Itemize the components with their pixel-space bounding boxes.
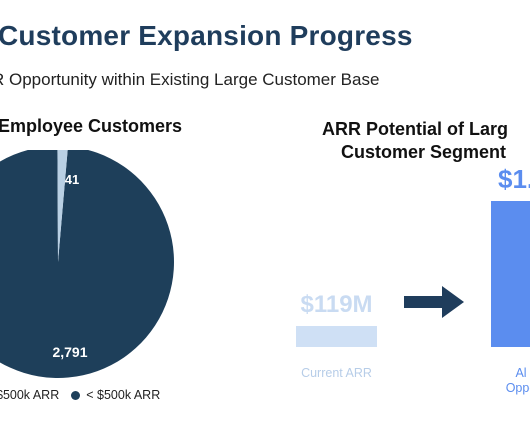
page-subtitle: R Opportunity within Existing Large Cust… <box>0 70 380 89</box>
category-label-current-arr: Current ARR <box>301 366 372 380</box>
pie-chart-title: Employee Customers <box>0 116 183 136</box>
legend-dot-small <box>71 390 81 400</box>
category-label-opportunity: Al <box>515 366 526 380</box>
bar-opportunity <box>491 201 530 347</box>
bar-chart-title-line2: Customer Segment <box>341 142 507 162</box>
pie-chart: 41 2,791 <box>0 150 174 378</box>
right-arrow-icon <box>404 286 464 318</box>
legend-label-large: $500k ARR <box>0 388 60 402</box>
bar-chart-title: ARR Potential of Larg Customer Segment <box>322 118 508 164</box>
bar-chart: $119M Current ARR $1. AlOppo <box>296 164 530 395</box>
bar-current-arr <box>296 326 377 347</box>
bar-value-label-opportunity: $1. <box>498 164 530 194</box>
pie-value-label-small: 2,791 <box>52 344 87 360</box>
pie-slice-large-customers <box>57 150 68 262</box>
bar-value-label-current: $119M <box>300 291 372 318</box>
pie-value-label-large: 41 <box>65 172 79 187</box>
category-label-opportunity-line2: Oppo <box>506 381 530 395</box>
pie-slice-small-customers <box>0 150 174 378</box>
legend-label-small: < $500k ARR <box>86 388 161 402</box>
bar-chart-title-line1: ARR Potential of Larg <box>322 119 509 139</box>
pie-legend: $500k ARR < $500k ARR <box>0 388 160 402</box>
page-title: Customer Expansion Progress <box>0 20 413 51</box>
